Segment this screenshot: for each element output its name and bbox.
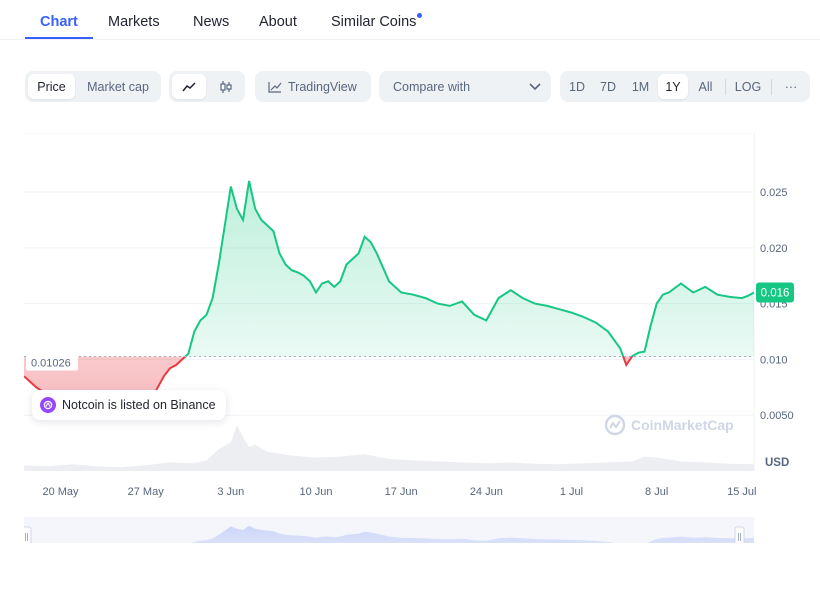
tab-chart[interactable]: Chart	[40, 14, 78, 30]
y-tick-label: 0.025	[760, 187, 788, 199]
tab-markets[interactable]: Markets	[108, 14, 160, 30]
price-area-below-baseline	[24, 356, 633, 417]
range-1m-button[interactable]: 1M	[631, 79, 650, 94]
price-line-above-baseline	[183, 180, 754, 357]
tradingview-button[interactable]: TradingView	[255, 71, 371, 102]
notcoin-logo-icon	[40, 397, 56, 413]
metric-toggle: Price Market cap	[25, 71, 161, 102]
tab-news[interactable]: News	[193, 14, 230, 30]
line-chart-icon	[182, 81, 196, 91]
baseline-label: 0.01026	[31, 358, 71, 370]
x-tick-label: 27 May	[128, 486, 165, 498]
trend-chart-icon	[268, 82, 282, 93]
time-range-toggle: 1D 7D 1M 1Y All LOG ···	[560, 71, 810, 102]
event-marker-pill[interactable]: Notcoin is listed on Binance	[32, 390, 226, 420]
x-tick-label: 20 May	[42, 486, 79, 498]
x-tick-label: 24 Jun	[470, 486, 503, 498]
x-tick-label: 15 Jul	[727, 486, 756, 498]
price-chart: 0.01026 0.025 0.020 0.015 0.010 0.0050 0.016…	[21, 132, 820, 576]
range-all-button[interactable]: All	[698, 79, 713, 94]
top-tabs: Chart Markets News About Similar Coins	[0, 0, 820, 40]
x-axis-ticks: 20 May 27 May 3 Jun 10 Jun 17 Jun 24 Jun 1 Jul…	[42, 486, 756, 498]
navigator-right-handle[interactable]	[734, 526, 745, 548]
compare-with-label: Compare with	[393, 80, 471, 94]
current-price-label: 0.016	[761, 287, 790, 299]
range-7d-button[interactable]: 7D	[600, 79, 616, 94]
volume-bars	[24, 425, 754, 471]
volume-area	[24, 425, 754, 471]
y-tick-label: 0.0050	[760, 410, 794, 422]
log-scale-button[interactable]: LOG	[734, 79, 762, 94]
coinmarketcap-watermark: CoinMarketCap	[604, 414, 734, 436]
more-options-button[interactable]: ···	[784, 79, 798, 94]
chart-type-toggle	[169, 71, 245, 102]
event-label: Notcoin is listed on Binance	[62, 398, 216, 412]
toolbar-divider	[725, 79, 726, 95]
current-price-badge	[756, 282, 794, 303]
tab-about[interactable]: About	[259, 14, 297, 30]
x-tick-label: 3 Jun	[217, 486, 244, 498]
tradingview-label: TradingView	[288, 80, 357, 94]
x-tick-label: 10 Jun	[299, 486, 332, 498]
toolbar-divider	[771, 79, 772, 95]
tab-similar-coins[interactable]: Similar Coins	[331, 14, 417, 30]
coinmarketcap-logo-icon	[604, 414, 626, 436]
currency-label: USD	[765, 457, 789, 469]
candlestick-icon	[220, 80, 232, 93]
baseline-label-bg	[26, 354, 78, 371]
range-1d-button[interactable]: 1D	[569, 79, 585, 94]
new-dot-badge	[417, 13, 422, 18]
active-tab-underline	[25, 37, 93, 39]
y-tick-label: 0.010	[760, 354, 788, 366]
x-tick-label: 1 Jul	[560, 486, 583, 498]
price-button[interactable]: Price	[28, 74, 75, 99]
y-tick-label: 0.020	[760, 243, 788, 255]
watermark-label: CoinMarketCap	[631, 417, 734, 433]
compare-with-select[interactable]: Compare with	[379, 71, 551, 102]
range-1y-button[interactable]: 1Y	[658, 74, 688, 99]
line-chart-button[interactable]	[172, 74, 206, 99]
market-cap-button[interactable]: Market cap	[87, 79, 149, 94]
x-tick-label: 17 Jun	[385, 486, 418, 498]
x-tick-label: 8 Jul	[645, 486, 668, 498]
chevron-down-icon	[529, 83, 541, 91]
price-line-below-baseline	[24, 356, 634, 418]
candle-chart-button[interactable]	[209, 74, 243, 99]
